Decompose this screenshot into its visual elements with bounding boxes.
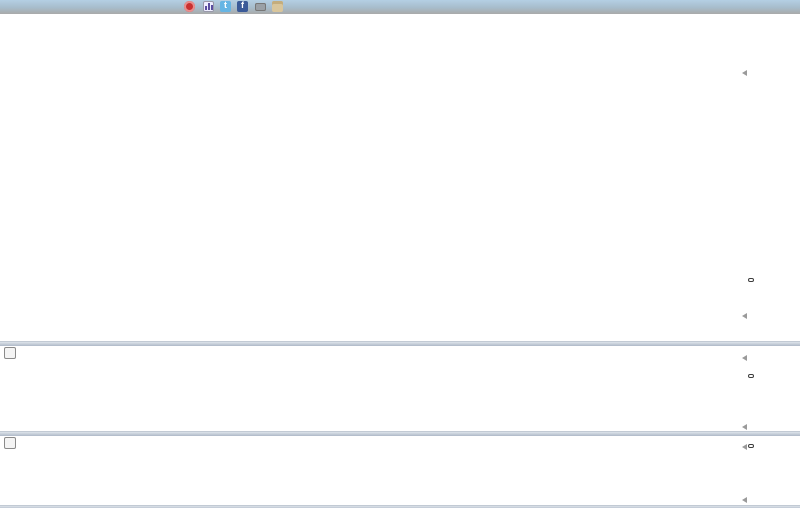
macd-panel-header [4,347,27,359]
panel-separator[interactable] [0,341,800,346]
twitter-icon[interactable]: t [220,0,231,12]
panel-separator[interactable] [0,431,800,436]
stoch-value-box [748,444,754,448]
camera-icon[interactable] [255,3,266,11]
date-axis [0,508,800,530]
macd-close-button[interactable] [4,347,16,359]
axis-marker-arrow-icon [742,444,747,450]
stoch-panel-header [4,437,27,449]
macd-value-box [748,374,754,378]
panel-separator[interactable] [0,505,800,509]
last-price-box [748,278,754,282]
axis-marker-arrow-icon [742,497,747,503]
indicator-row [0,25,800,37]
alarm-icon[interactable] [184,1,195,12]
print-icon[interactable] [272,1,283,12]
axis-marker-arrow-icon [742,313,747,319]
bar-chart-icon[interactable] [203,1,214,12]
axis-marker-arrow-icon [742,70,747,76]
stoch-close-button[interactable] [4,437,16,449]
facebook-icon[interactable]: f [237,0,248,12]
top-toolbar: t f [0,0,800,14]
axis-marker-arrow-icon [742,355,747,361]
axis-marker-arrow-icon [742,424,747,430]
symbol-row [0,14,800,25]
